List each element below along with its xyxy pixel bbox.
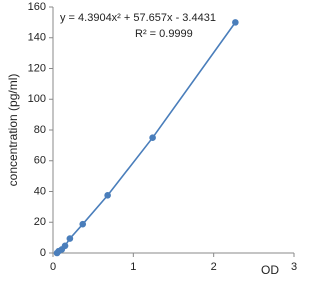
x-axis-title: OD <box>261 263 279 277</box>
data-point <box>66 235 74 242</box>
x-tick-label: 0 <box>50 261 56 273</box>
data-point <box>61 242 69 250</box>
y-axis-title: concentration (pg/ml) <box>6 74 20 187</box>
y-tick-label: 80 <box>34 124 46 136</box>
y-tick-label: 0 <box>40 247 46 259</box>
x-tick-label: 2 <box>211 261 217 273</box>
y-tick-label: 60 <box>34 155 46 167</box>
x-tick-label: 1 <box>130 261 136 273</box>
trendline <box>56 21 237 254</box>
data-point <box>104 192 111 199</box>
data-point <box>232 19 239 26</box>
y-tick-label: 120 <box>28 62 46 74</box>
data-point <box>79 220 87 228</box>
y-tick-label: 160 <box>28 1 46 13</box>
y-tick-label: 100 <box>28 93 46 105</box>
x-tick-label: 3 <box>291 261 297 273</box>
y-tick-label: 20 <box>34 216 46 228</box>
data-point <box>149 134 156 141</box>
y-tick-label: 40 <box>34 185 46 197</box>
chart: y = 4.3904x² + 57.657x - 3.4431 R² = 0.9… <box>6 1 297 277</box>
equation: y = 4.3904x² + 57.657x - 3.4431 <box>60 12 216 24</box>
y-tick-label: 140 <box>28 32 46 44</box>
r-squared: R² = 0.9999 <box>135 28 193 40</box>
